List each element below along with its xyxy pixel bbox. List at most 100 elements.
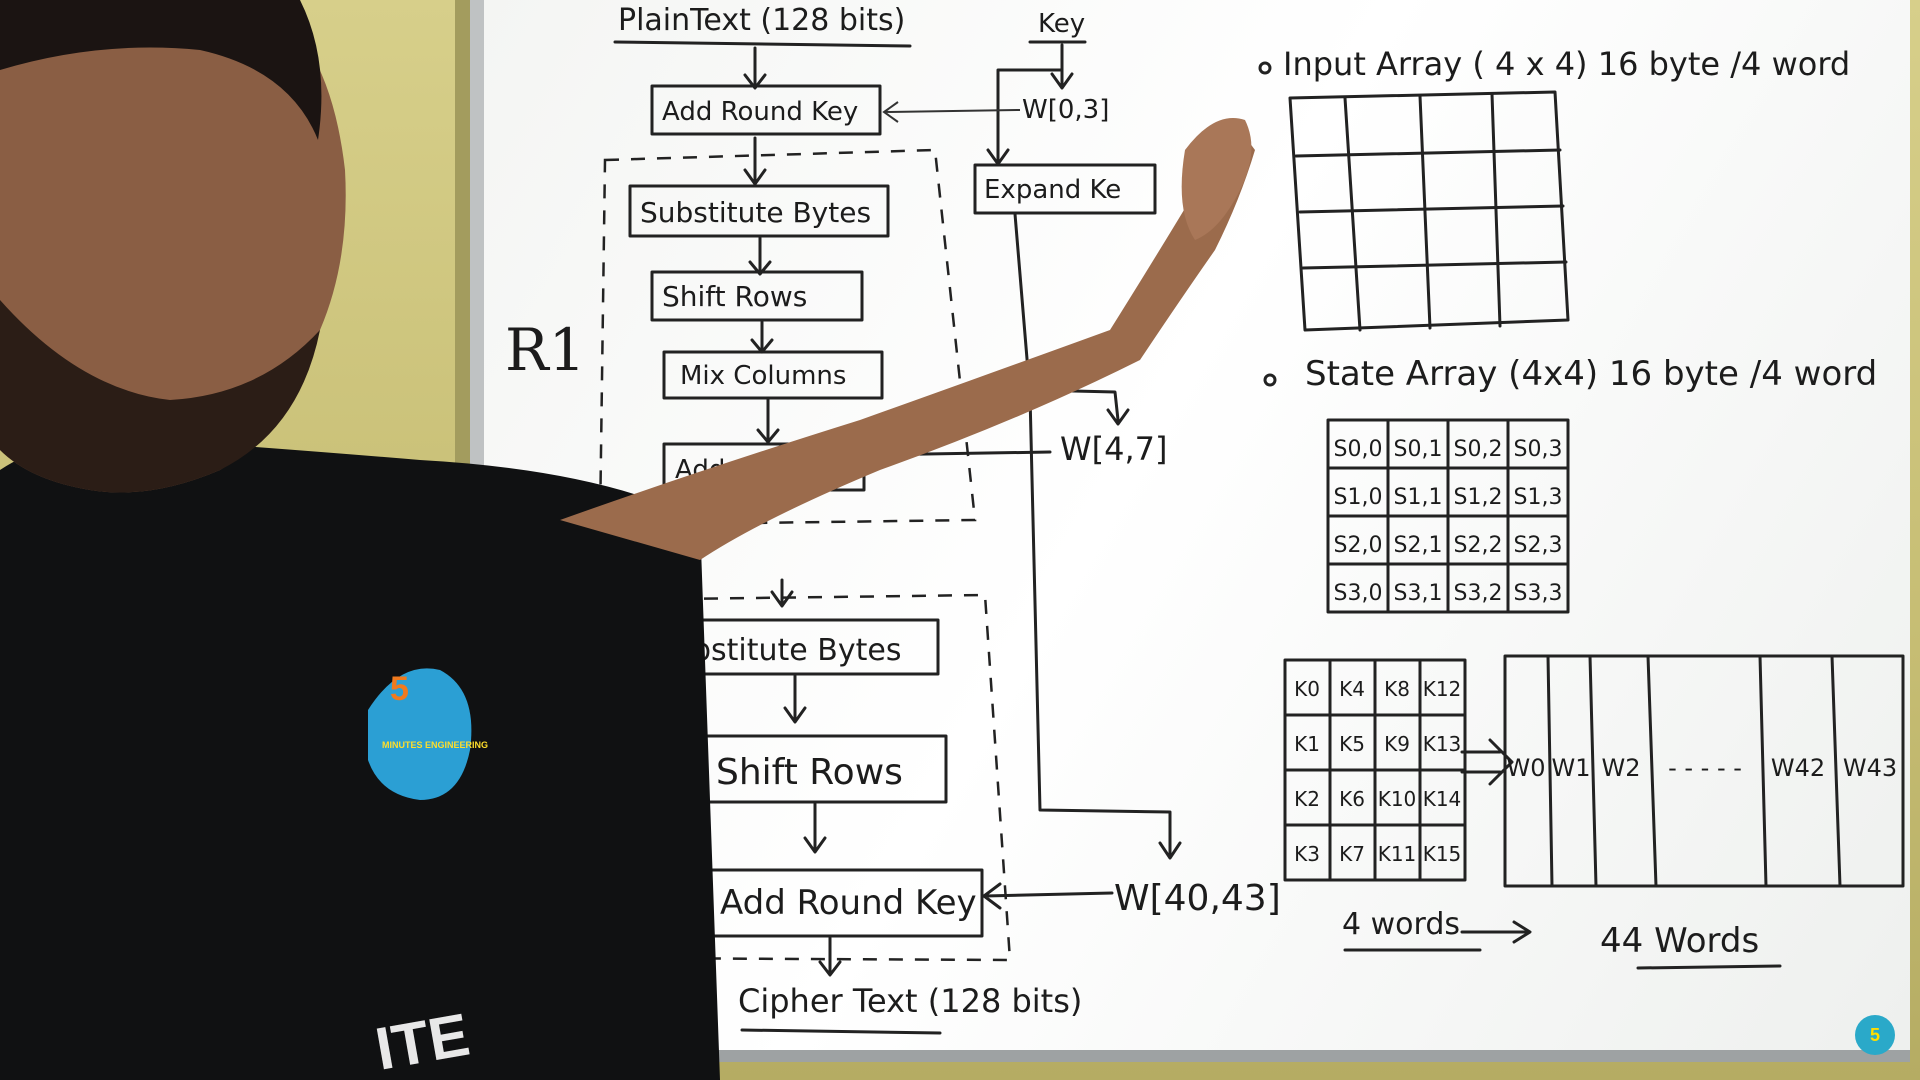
word-array-cell: W43 <box>1843 754 1897 782</box>
arrow-down-icon <box>803 802 827 854</box>
presenter-beard <box>0 300 320 493</box>
state-array-grid <box>1326 418 1570 614</box>
bullet-icon <box>1258 61 1272 75</box>
key-array-cell: K4 <box>1339 677 1365 701</box>
word-array-cell: W0 <box>1507 754 1546 782</box>
arrow-right-icon <box>1460 920 1532 944</box>
word-array-cell: W42 <box>1771 754 1825 782</box>
word-array-grid <box>1503 654 1905 888</box>
presenter-hand <box>1181 118 1252 240</box>
key-array-cell: K15 <box>1423 842 1462 866</box>
shift-rows-box <box>650 270 864 322</box>
key-array-cell: K3 <box>1294 842 1320 866</box>
substitute-bytes-label: Substitute Bytes <box>640 196 871 229</box>
state-array-cell: S2,0 <box>1334 533 1383 558</box>
input-array-grid <box>1288 90 1570 332</box>
state-array-cell: S1,2 <box>1454 485 1503 510</box>
state-array-cell: S0,1 <box>1394 437 1443 462</box>
arrow-down-icon <box>770 578 794 608</box>
w4043-label: W[40,43] <box>1114 878 1281 919</box>
word-array-cell: W1 <box>1552 754 1591 782</box>
arrow-left-icon <box>882 101 1021 123</box>
key-array-cell: K8 <box>1384 677 1410 701</box>
shift-rows-label: Shift Rows <box>662 280 807 313</box>
key-array-cell: K1 <box>1294 732 1320 756</box>
key-array-cell: K7 <box>1339 842 1365 866</box>
mix-columns-label: Mix Columns <box>680 361 846 391</box>
key-schedule-line <box>1013 212 1182 860</box>
final-substitute-bytes-label: bstitute Bytes <box>692 633 902 668</box>
key-array-caption: 4 words <box>1342 907 1460 942</box>
shirt-logo: 5 MINUTES ENGINEERING <box>368 668 488 800</box>
w47-label: W[4,7] <box>1060 430 1168 468</box>
plaintext-label: PlainText (128 bits) <box>618 3 905 38</box>
plaintext-underline <box>613 40 912 48</box>
shirt-logo-text: MINUTES ENGINEERING <box>382 740 488 750</box>
key-array-cell: K6 <box>1339 787 1365 811</box>
arrow-down-icon <box>750 320 774 354</box>
round1-label: R1 <box>505 316 586 384</box>
add-round-key-label: Add Round Key <box>662 97 858 127</box>
state-array-cell: S0,0 <box>1334 437 1383 462</box>
mix-columns-box <box>662 350 884 400</box>
shirt-print-text: ITE <box>371 1001 475 1080</box>
presenter-head <box>0 0 346 493</box>
double-arrow-right-icon <box>1460 738 1514 786</box>
expand-key-label: Expand Ke <box>984 175 1121 205</box>
key-array-cell: K14 <box>1423 787 1462 811</box>
state-array-cell: S3,0 <box>1334 581 1383 606</box>
key-array-cell: K0 <box>1294 677 1320 701</box>
word-array-caption: 44 Words <box>1600 921 1759 961</box>
key-array-cell: K2 <box>1294 787 1320 811</box>
state-array-cell: S2,2 <box>1454 533 1503 558</box>
substitute-bytes-box <box>628 184 890 238</box>
word-array-cell: - - - - - <box>1668 754 1742 782</box>
input-array-label: Input Array ( 4 x 4) 16 byte /4 word <box>1283 45 1850 83</box>
arrow-down-icon <box>756 398 780 444</box>
state-array-cell: S3,3 <box>1514 581 1563 606</box>
word-caption-underline <box>1636 964 1782 970</box>
state-array-cell: S0,3 <box>1514 437 1563 462</box>
key-array-cell: K10 <box>1378 787 1417 811</box>
round1-dashed-box <box>598 148 977 527</box>
key-array-cell: K5 <box>1339 732 1365 756</box>
channel-logo-icon: 5 <box>1855 1015 1895 1055</box>
state-array-cell: S3,2 <box>1454 581 1503 606</box>
presenter-arm <box>560 130 1255 560</box>
final-shift-rows-label: Shift Rows <box>716 752 903 793</box>
arrow-down-icon <box>818 936 842 977</box>
word-array-cell: W2 <box>1602 754 1641 782</box>
key-array-cell: K11 <box>1378 842 1417 866</box>
arrow-down-icon <box>743 46 767 90</box>
arrow-down-icon <box>748 236 772 276</box>
add-round-key-box <box>650 84 882 136</box>
ciphertext-label: Cipher Text (128 bits) <box>738 982 1082 1020</box>
expand-key-box <box>973 163 1157 215</box>
key-array-cell: K12 <box>1423 677 1462 701</box>
key-label: Key <box>1038 9 1085 39</box>
presenter-shirt <box>0 438 720 1080</box>
state-array-cell: S1,1 <box>1394 485 1443 510</box>
arrow-down-icon <box>743 136 767 186</box>
arrow-down-icon <box>783 674 807 724</box>
key-array-cell: K13 <box>1423 732 1462 756</box>
ciphertext-underline <box>740 1028 942 1035</box>
state-array-cell: S2,1 <box>1394 533 1443 558</box>
state-array-cell: S0,2 <box>1454 437 1503 462</box>
state-array-cell: S1,0 <box>1334 485 1383 510</box>
bullet-icon <box>1263 373 1277 387</box>
key-array-cell: K9 <box>1384 732 1410 756</box>
state-array-label: State Array (4x4) 16 byte /4 word <box>1305 354 1877 394</box>
state-array-cell: S3,1 <box>1394 581 1443 606</box>
arrow-down-icon <box>1050 43 1074 90</box>
state-array-cell: S1,3 <box>1514 485 1563 510</box>
shirt-logo-number: 5 <box>390 670 409 708</box>
arrow-left-icon <box>982 882 1114 910</box>
w03-label: W[0,3] <box>1022 95 1109 125</box>
final-add-round-key-label: Add Round Key <box>720 883 977 923</box>
key-array-grid <box>1283 658 1467 882</box>
state-array-cell: S2,3 <box>1514 533 1563 558</box>
presenter-hair <box>0 0 322 140</box>
